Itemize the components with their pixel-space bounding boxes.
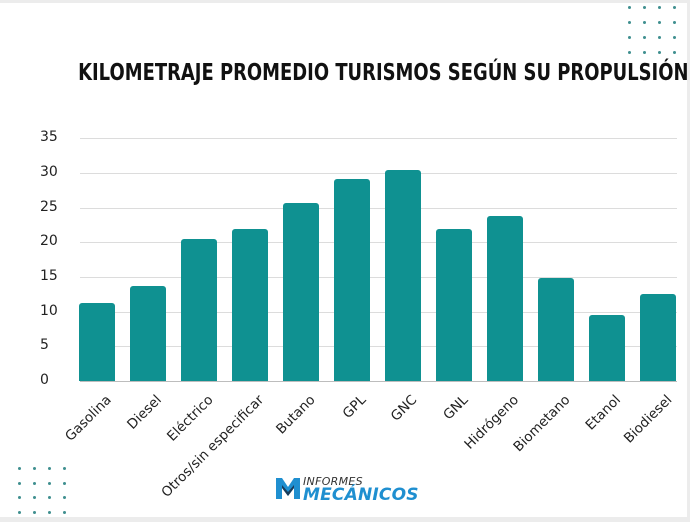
x-axis-baseline bbox=[80, 381, 677, 382]
chart-title: KILOMETRAJE PROMEDIO TURISMOS SEGÚN SU P… bbox=[78, 60, 689, 86]
gridline bbox=[80, 346, 677, 348]
x-tick-label: GNC bbox=[387, 392, 421, 425]
bar-gasolina bbox=[79, 302, 115, 381]
logo-text-mecanicos: MECÁNICOS bbox=[303, 485, 419, 505]
bar-biodiesel bbox=[640, 294, 676, 381]
gridline bbox=[80, 242, 677, 244]
x-tick-label: GNL bbox=[440, 392, 472, 424]
x-tick-label: Eléctrico bbox=[164, 392, 217, 445]
x-tick-label: Otros/sin especificar bbox=[158, 392, 268, 501]
bar-gpl bbox=[334, 179, 370, 381]
x-tick-label: Diesel bbox=[124, 392, 165, 433]
gridline bbox=[80, 311, 677, 313]
bar-gnc bbox=[385, 170, 421, 381]
y-tick-label: 25 bbox=[40, 198, 58, 215]
x-tick-label: Etanol bbox=[582, 392, 624, 434]
y-tick-label: 30 bbox=[40, 163, 58, 180]
logo-text-informes: INFORMES bbox=[303, 475, 363, 488]
gridline bbox=[80, 207, 677, 209]
y-tick-label: 0 bbox=[40, 372, 49, 388]
x-tick-label: Butano bbox=[273, 392, 319, 438]
bar-otros-sin-especificar bbox=[232, 229, 268, 381]
y-tick-label: 15 bbox=[40, 267, 58, 284]
bar-biometano bbox=[538, 278, 574, 381]
x-tick-label: Gasolina bbox=[62, 392, 115, 445]
y-tick-label: 10 bbox=[40, 302, 58, 319]
bar-butano bbox=[283, 203, 319, 381]
y-tick-label: 20 bbox=[40, 233, 58, 250]
y-tick-label: 5 bbox=[40, 337, 49, 354]
x-tick-label: GPL bbox=[339, 392, 370, 422]
bar-gnl bbox=[436, 229, 472, 381]
logo-m-icon bbox=[276, 478, 300, 499]
gridline bbox=[80, 172, 677, 174]
gridline bbox=[80, 276, 677, 278]
x-tick-label: Biodiesel bbox=[620, 392, 676, 447]
bar-hidr-geno bbox=[487, 215, 523, 381]
gridline bbox=[80, 138, 677, 140]
bar-diesel bbox=[130, 285, 166, 381]
bar-etanol bbox=[589, 315, 625, 381]
bar-el-ctrico bbox=[181, 239, 217, 381]
y-tick-label: 35 bbox=[40, 129, 58, 146]
